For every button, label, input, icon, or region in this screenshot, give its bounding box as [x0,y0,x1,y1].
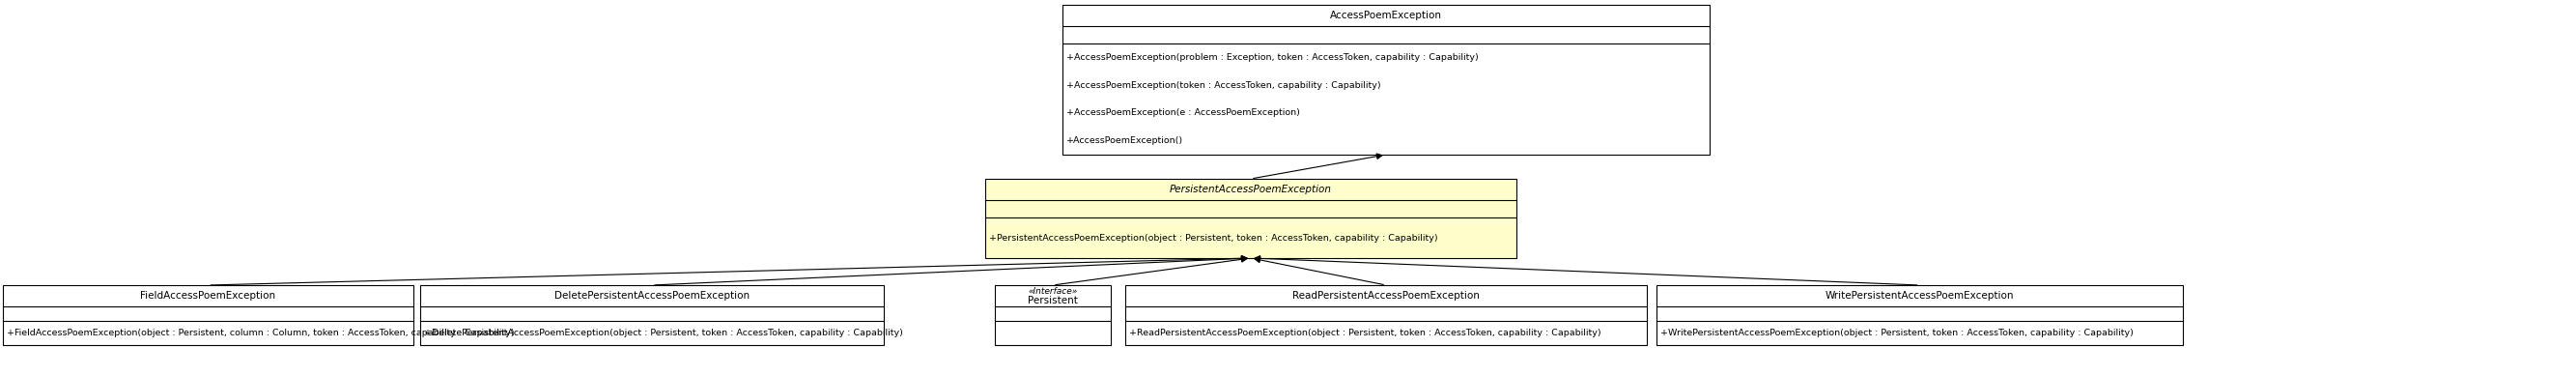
Bar [3,285,412,345]
Bar [1656,285,2182,345]
Bar [1126,285,1646,345]
Text: +FieldAccessPoemException(object : Persistent, column : Column, token : AccessTo: +FieldAccessPoemException(object : Persi… [8,329,515,337]
Text: +AccessPoemException(e : AccessPoemException): +AccessPoemException(e : AccessPoemExcep… [1066,109,1301,117]
Bar [1061,5,1710,155]
Text: «Interface»: «Interface» [1028,287,1077,296]
Bar [984,179,1517,258]
Text: WritePersistentAccessPoemException: WritePersistentAccessPoemException [1826,291,2014,300]
Text: DeletePersistentAccessPoemException: DeletePersistentAccessPoemException [554,291,750,300]
Text: +ReadPersistentAccessPoemException(object : Persistent, token : AccessToken, cap: +ReadPersistentAccessPoemException(objec… [1128,329,1602,337]
Text: ReadPersistentAccessPoemException: ReadPersistentAccessPoemException [1293,291,1479,300]
Text: AccessPoemException: AccessPoemException [1329,11,1443,20]
Bar [994,285,1110,345]
Text: +WritePersistentAccessPoemException(object : Persistent, token : AccessToken, ca: +WritePersistentAccessPoemException(obje… [1662,329,2133,337]
Text: +DeletePersistentAccessPoemException(object : Persistent, token : AccessToken, c: +DeletePersistentAccessPoemException(obj… [425,329,904,337]
Bar [420,285,884,345]
Text: +PersistentAccessPoemException(object : Persistent, token : AccessToken, capabil: +PersistentAccessPoemException(object : … [989,233,1437,242]
Text: FieldAccessPoemException: FieldAccessPoemException [142,291,276,300]
Text: +AccessPoemException(): +AccessPoemException() [1066,136,1182,145]
Text: +AccessPoemException(problem : Exception, token : AccessToken, capability : Capa: +AccessPoemException(problem : Exception… [1066,53,1479,62]
Text: Persistent: Persistent [1028,296,1077,305]
Text: PersistentAccessPoemException: PersistentAccessPoemException [1170,185,1332,194]
Text: +AccessPoemException(token : AccessToken, capability : Capability): +AccessPoemException(token : AccessToken… [1066,81,1381,89]
